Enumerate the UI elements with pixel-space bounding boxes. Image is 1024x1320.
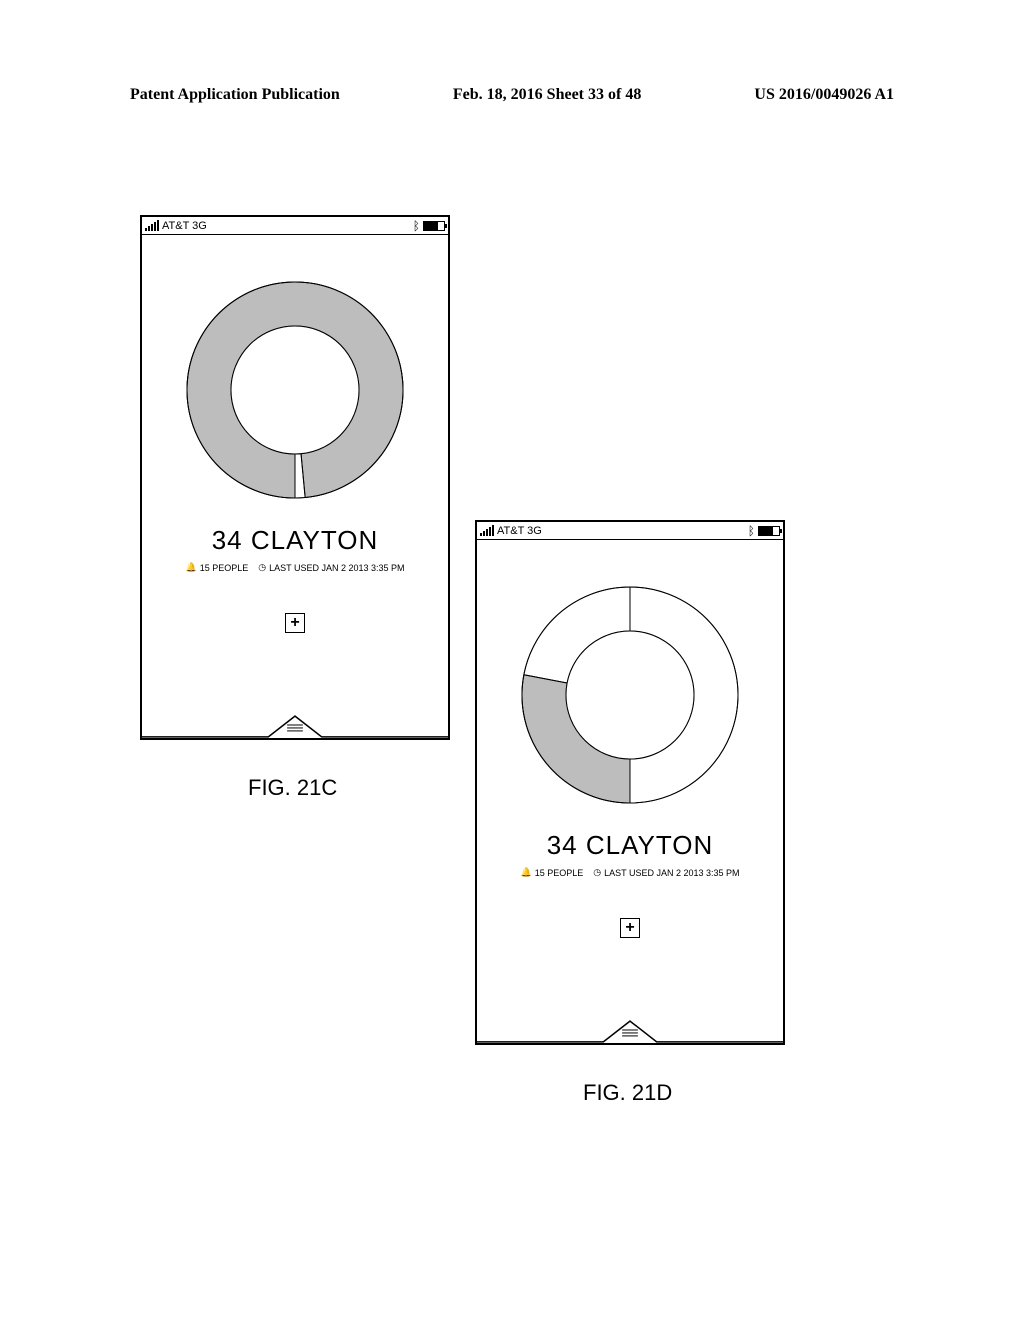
people-meta: 🔔 15 PEOPLE (185, 562, 248, 573)
people-meta: 🔔 15 PEOPLE (520, 867, 583, 878)
meta-row: 🔔 15 PEOPLE ◷ LAST USED JAN 2 2013 3:35 … (142, 562, 448, 573)
signal-icon (480, 526, 494, 536)
bell-icon: 🔔 (185, 562, 196, 573)
page-header: Patent Application Publication Feb. 18, … (0, 86, 1024, 104)
bluetooth-icon: ᛒ (748, 524, 755, 538)
battery-icon (758, 526, 780, 536)
figure-label-d: FIG. 21D (583, 1080, 672, 1106)
carrier-label: AT&T 3G (497, 525, 542, 537)
add-button[interactable]: + (285, 613, 305, 633)
bell-icon: 🔔 (520, 867, 531, 878)
progress-ring[interactable] (180, 275, 410, 505)
battery-icon (423, 221, 445, 231)
clock-icon: ◷ (258, 562, 266, 573)
header-left: Patent Application Publication (130, 86, 340, 104)
last-used-text: LAST USED JAN 2 2013 3:35 PM (269, 563, 404, 573)
plus-icon: + (625, 920, 634, 936)
figure-label-c: FIG. 21C (248, 775, 337, 801)
progress-ring-wrap (477, 540, 783, 810)
last-used-meta: ◷ LAST USED JAN 2 2013 3:35 PM (593, 867, 739, 878)
people-count: 15 PEOPLE (200, 563, 249, 573)
header-center: Feb. 18, 2016 Sheet 33 of 48 (453, 86, 641, 104)
status-left: AT&T 3G (480, 525, 542, 537)
phone-mockup-d: AT&T 3G ᛒ 34 CLAYTON 🔔 15 PEOPLE ◷ LAST … (475, 520, 785, 1045)
plus-icon: + (290, 615, 299, 631)
add-button[interactable]: + (620, 918, 640, 938)
drawer-handle[interactable] (477, 1015, 783, 1043)
status-right: ᛒ (748, 524, 780, 538)
progress-ring[interactable] (515, 580, 745, 810)
status-bar: AT&T 3G ᛒ (142, 217, 448, 235)
status-bar: AT&T 3G ᛒ (477, 522, 783, 540)
clock-icon: ◷ (593, 867, 601, 878)
carrier-label: AT&T 3G (162, 220, 207, 232)
drawer-handle[interactable] (142, 710, 448, 738)
people-count: 15 PEOPLE (535, 868, 584, 878)
signal-icon (145, 221, 159, 231)
last-used-meta: ◷ LAST USED JAN 2 2013 3:35 PM (258, 562, 404, 573)
status-right: ᛒ (413, 219, 445, 233)
meta-row: 🔔 15 PEOPLE ◷ LAST USED JAN 2 2013 3:35 … (477, 867, 783, 878)
progress-ring-wrap (142, 235, 448, 505)
status-left: AT&T 3G (145, 220, 207, 232)
header-right: US 2016/0049026 A1 (754, 86, 894, 104)
phone-mockup-c: AT&T 3G ᛒ 34 CLAYTON 🔔 15 PEOPLE ◷ LAST … (140, 215, 450, 740)
location-title: 34 CLAYTON (477, 830, 783, 861)
last-used-text: LAST USED JAN 2 2013 3:35 PM (604, 868, 739, 878)
bluetooth-icon: ᛒ (413, 219, 420, 233)
location-title: 34 CLAYTON (142, 525, 448, 556)
